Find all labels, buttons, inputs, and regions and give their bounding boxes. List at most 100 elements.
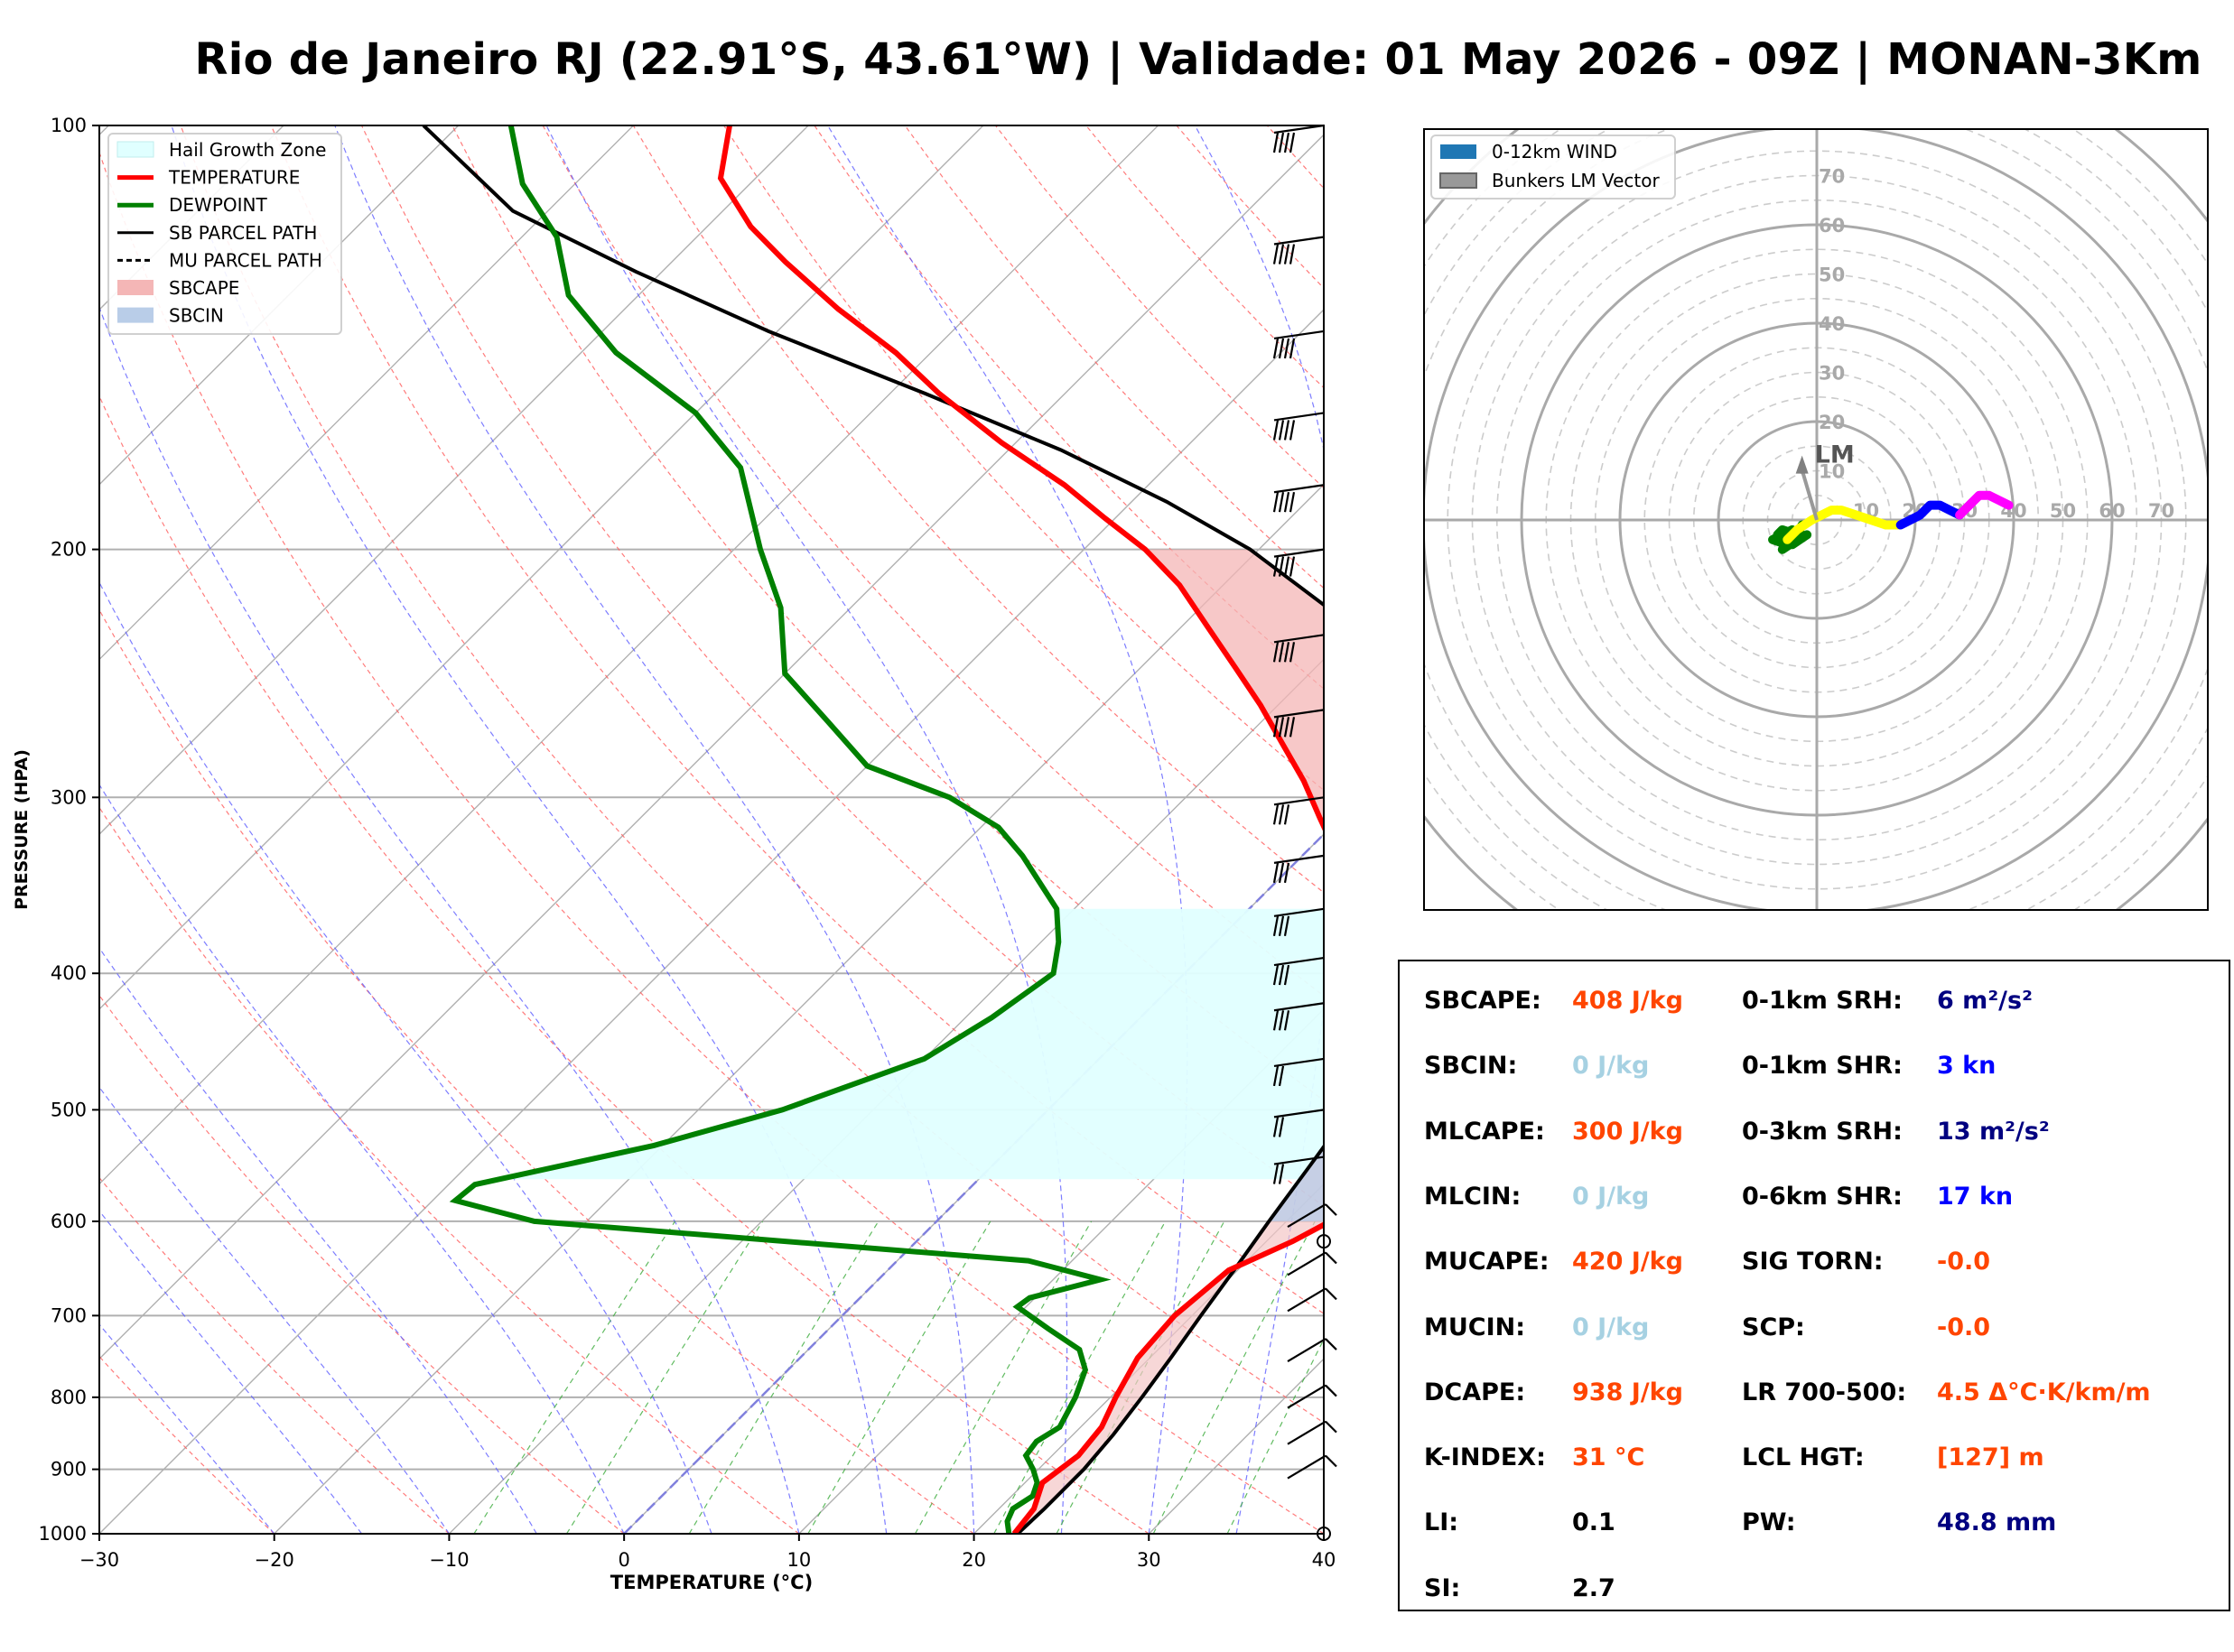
- wind-barb: [1287, 1384, 1337, 1409]
- wind-barb-flag: [1283, 804, 1290, 825]
- skew-t-frame: [98, 125, 1325, 1535]
- ring-label-x: 50: [2050, 500, 2076, 522]
- stat-label: 0-3km SRH:: [1742, 1117, 1903, 1146]
- wind-barb-flag: [1278, 556, 1285, 577]
- calm-wind-marker: [1317, 1234, 1331, 1249]
- temperature-line: [717, 125, 1324, 1534]
- bunkers-lm-vector: [1800, 469, 1819, 521]
- wind-barb-flag: [1283, 244, 1290, 265]
- x-tick-label: 20: [962, 1549, 986, 1571]
- moist-adiabat: [827, 125, 1188, 1534]
- legend-label: SBCAPE: [169, 277, 239, 299]
- wind-barb-flag: [1278, 717, 1285, 738]
- y-tick-label: 300: [51, 786, 87, 808]
- legend-entry: 0-12km WIND: [1440, 141, 1617, 162]
- stat-value: 6 m²/s²: [1937, 987, 2033, 1015]
- wind-barbs: [1272, 124, 1337, 1541]
- wind-barb-flag: [1283, 492, 1290, 513]
- x-tick-label: 10: [787, 1549, 811, 1571]
- isotherm-line: [99, 134, 1324, 1360]
- wind-barb: [1272, 236, 1325, 265]
- hodograph-trace: [1895, 500, 1965, 530]
- stat-value: 300 J/kg: [1572, 1117, 1683, 1146]
- stat-value: 0 J/kg: [1572, 1313, 1650, 1341]
- stat-label: SBCAPE:: [1424, 987, 1541, 1015]
- moist-adiabat: [99, 784, 625, 1534]
- wind-barb-staff: [1273, 634, 1325, 644]
- stat-label: 0-1km SRH:: [1742, 987, 1903, 1015]
- wind-barb-flag: [1283, 556, 1290, 577]
- stat-value: 938 J/kg: [1572, 1378, 1683, 1406]
- stat-label: MUCAPE:: [1424, 1248, 1550, 1276]
- stat-value: 2.7: [1572, 1573, 1615, 1602]
- wind-barb-flag: [1278, 964, 1285, 986]
- isotherm-line: [99, 125, 460, 486]
- legend-swatch: [116, 141, 154, 158]
- stat-label: MUCIN:: [1424, 1313, 1526, 1341]
- wind-barb: [1287, 1338, 1337, 1363]
- ring-label-y: 10: [1819, 461, 1845, 483]
- moist-adiabat: [99, 1086, 450, 1534]
- stat-value: 408 J/kg: [1572, 987, 1683, 1015]
- dry-adiabat: [180, 125, 1324, 1424]
- calm-wind-marker: [1317, 1527, 1331, 1541]
- wind-barb: [1287, 1251, 1337, 1276]
- wind-barb-flag: [1289, 717, 1296, 738]
- hodograph-trace: [1783, 506, 1905, 544]
- wind-barb-staff: [1273, 1155, 1325, 1165]
- wind-barb-flag: [1325, 1420, 1337, 1434]
- wind-barb-flag: [1278, 1117, 1285, 1137]
- x-tick-label: 30: [1137, 1549, 1161, 1571]
- wind-barb-staff: [1273, 796, 1325, 806]
- sbcape-area: [1145, 549, 1324, 827]
- stat-label: LCL HGT:: [1742, 1443, 1865, 1472]
- wind-barb-flag: [1289, 132, 1296, 153]
- moist-adiabat: [99, 947, 537, 1534]
- stat-label: K-INDEX:: [1424, 1443, 1546, 1472]
- stat-value: 420 J/kg: [1572, 1248, 1683, 1276]
- stat-label: DCAPE:: [1424, 1378, 1526, 1406]
- wind-barb-staff: [1287, 1251, 1326, 1276]
- isotherm-line: [99, 309, 1324, 1534]
- legend-swatch: [117, 280, 154, 295]
- stat-label: SI:: [1424, 1573, 1461, 1602]
- stat-value: 17 kn: [1937, 1182, 2014, 1211]
- wind-barb-flag: [1325, 1384, 1337, 1397]
- skew-t-legend: Hail Growth Zone TEMPERATURE DEWPOINT SB PA…: [107, 133, 342, 335]
- bunkers-lm-arrowhead: [1795, 455, 1809, 474]
- wind-barb-staff: [1273, 1002, 1325, 1012]
- ring-label-y: 30: [1819, 363, 1845, 385]
- mixing-ratio-line: [1152, 1220, 1316, 1534]
- wind-barb-flag: [1325, 1251, 1337, 1265]
- dewpoint-line: [449, 125, 1112, 1534]
- skew-t-fills: [499, 549, 1324, 1534]
- wind-barb: [1272, 796, 1325, 825]
- wind-barb-staff: [1273, 412, 1325, 422]
- stat-label: MLCIN:: [1424, 1182, 1522, 1211]
- wind-barb-staff: [1273, 907, 1325, 917]
- stat-value: [127] m: [1937, 1443, 2044, 1472]
- wind-barb-staff: [1287, 1420, 1326, 1445]
- wind-barb-staff: [1287, 1203, 1326, 1229]
- legend-entry: DEWPOINT: [117, 194, 267, 216]
- ring-label-y: 70: [1819, 166, 1845, 188]
- wind-barb-flag: [1272, 1164, 1280, 1184]
- wind-barb-flag: [1278, 338, 1285, 359]
- dry-adiabat: [99, 394, 1150, 1534]
- x-tick-label: 40: [1312, 1549, 1336, 1571]
- wind-barb-flag: [1325, 1287, 1337, 1301]
- wind-barb-flag: [1272, 862, 1280, 884]
- wind-barb-staff: [1273, 329, 1325, 340]
- wind-barb-flag: [1283, 338, 1290, 359]
- legend-label: Bunkers LM Vector: [1492, 170, 1661, 191]
- stat-value: -0.0: [1937, 1248, 1991, 1276]
- wind-barb-flag: [1289, 338, 1296, 359]
- wind-barb-flag: [1278, 1065, 1285, 1087]
- legend-label: MU PARCEL PATH: [169, 249, 322, 271]
- wind-barb-staff: [1287, 1287, 1326, 1313]
- wind-barb-flag: [1289, 556, 1296, 577]
- x-tick-label: −20: [255, 1549, 294, 1571]
- lower-cape-area: [1014, 1146, 1324, 1534]
- wind-barb-flag: [1283, 915, 1290, 937]
- wind-barb-staff: [1273, 1057, 1325, 1067]
